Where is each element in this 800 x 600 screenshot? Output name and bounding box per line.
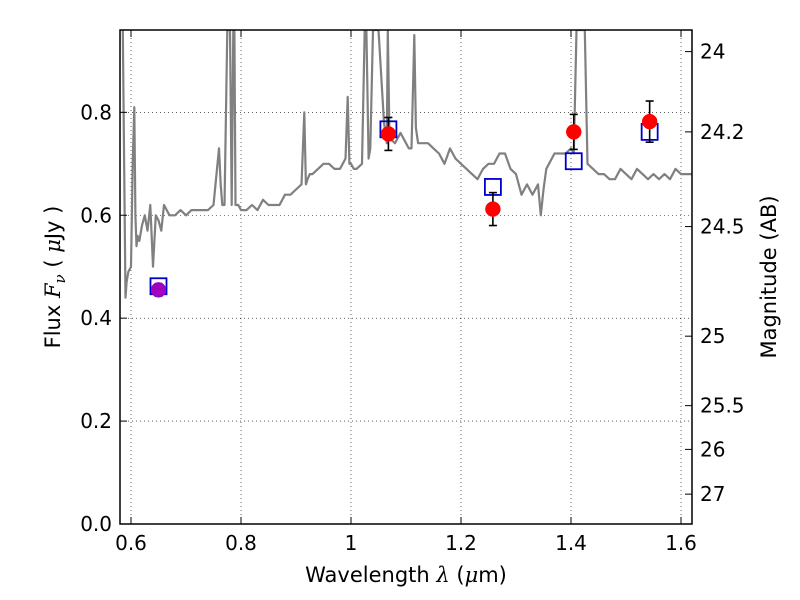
spectrum-line [121,30,692,299]
observed-photometry-point [150,282,167,298]
x-tick-label: 1.6 [665,531,697,555]
y2-tick-label: 24 [700,40,725,64]
y2-axis-label: Magnitude (AB) [757,195,781,358]
model-photometry-square [564,152,583,171]
y-tick-label: 0.8 [80,100,112,124]
x-tick-label: 1.4 [555,531,587,555]
y-axis-label: Flux Fν ( μJy ) [41,206,69,349]
y-tick-label: 0.6 [80,203,112,227]
model-photometry-series [149,120,659,296]
y2-tick-label: 27 [700,482,725,506]
x-tick-label: 1.2 [445,531,477,555]
x-tick-label: 1 [345,531,358,555]
spectrum-series [121,30,692,299]
y2-tick-label: 24.2 [700,120,745,144]
x-tick-label: 0.8 [225,531,257,555]
observed-photometry-point [380,126,397,142]
y-tick-label: 0.0 [80,512,112,536]
y-tick-label: 0.2 [80,409,112,433]
plot-frame [119,29,693,525]
y2-tick-label: 25.5 [700,394,745,418]
observed-photometry-point [485,201,501,217]
y2-tick-label: 25 [700,324,725,348]
y-tick-label: 0.4 [80,306,112,330]
y2-tick-label: 24.5 [700,215,745,239]
grid [120,30,692,525]
observed-photometry-point [566,124,582,140]
x-axis-label: Wavelength λ (μm) [305,563,507,587]
y2-tick-label: 26 [700,437,725,461]
axis-ticks: 0.6 0.8 1 1.2 1.4 1.6 0.0 0.2 0.4 0.6 0.8 24 24.2 24.… [80,30,745,555]
observed-photometry-series [150,100,658,298]
observed-photometry-point [641,113,658,130]
x-tick-label: 0.6 [115,531,147,555]
